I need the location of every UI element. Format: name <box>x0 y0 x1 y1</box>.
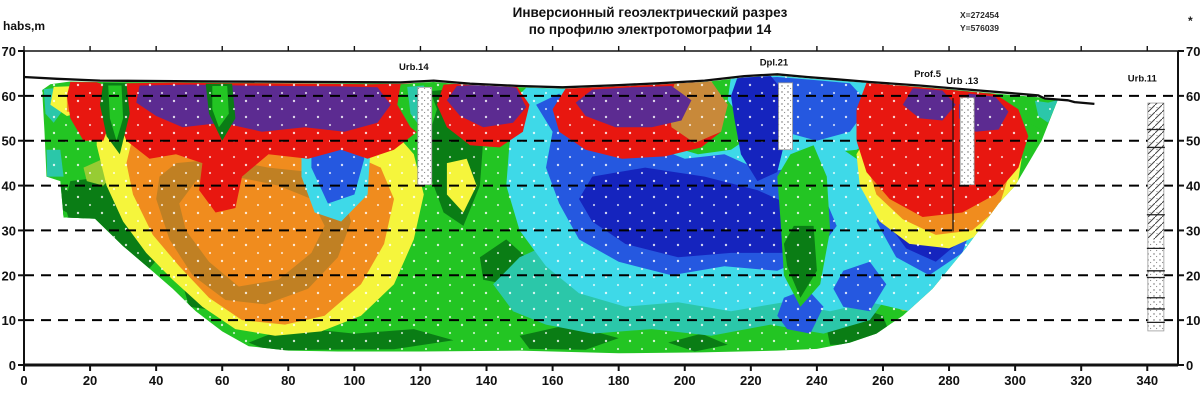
y-axis-label: habs,m <box>3 19 45 33</box>
y-tick-label-right: 60 <box>1186 89 1200 104</box>
borehole-hatch-fill <box>1147 103 1164 240</box>
y-tick-label-right: 50 <box>1186 134 1200 149</box>
borehole-dot-fill <box>778 82 793 150</box>
y-tick-label-left: 70 <box>2 44 16 59</box>
y-tick-label-left: 20 <box>2 268 16 283</box>
x-tick-label: 120 <box>410 373 432 388</box>
profile-line-label: Prof.5 <box>914 69 942 80</box>
y-tick-label-right: 10 <box>1186 313 1200 328</box>
model-dots-overlay <box>42 75 1059 354</box>
x-tick-label: 260 <box>872 373 894 388</box>
x-tick-label: 200 <box>674 373 696 388</box>
x-tick-label: 0 <box>20 373 27 388</box>
y-tick-label-left: 30 <box>2 223 16 238</box>
borehole-dot-fill <box>960 97 975 185</box>
surface-topography-line <box>23 73 1095 106</box>
coordinate-y-annotation: Y=576039 <box>960 23 999 33</box>
y-tick-label-left: 60 <box>2 89 16 104</box>
x-tick-label: 180 <box>608 373 630 388</box>
x-tick-label: 240 <box>806 373 828 388</box>
y-tick-label-right: 40 <box>1186 179 1200 194</box>
x-tick-label: 160 <box>542 373 564 388</box>
x-tick-label: 80 <box>281 373 295 388</box>
chart-title-line1: Инверсионный геоэлектрический разрез <box>513 5 788 20</box>
x-tick-label: 220 <box>740 373 762 388</box>
borehole-dot-fill <box>1147 239 1164 331</box>
x-tick-label: 300 <box>1004 373 1026 388</box>
x-tick-label: 340 <box>1136 373 1158 388</box>
coordinate-x-annotation: X=272454 <box>960 10 999 20</box>
y-tick-label-left: 10 <box>2 313 16 328</box>
chart-title-line2: по профилю электротомографии 14 <box>529 22 772 37</box>
x-tick-label: 60 <box>215 373 229 388</box>
x-tick-label: 100 <box>344 373 366 388</box>
corner-mark: * <box>1188 14 1193 28</box>
x-tick-label: 320 <box>1070 373 1092 388</box>
x-tick-label: 20 <box>83 373 97 388</box>
borehole-label: Urb.11 <box>1128 74 1158 85</box>
y-tick-label-right: 30 <box>1186 223 1200 238</box>
y-tick-label-right: 0 <box>1186 358 1193 373</box>
borehole-label: Urb .13 <box>946 76 978 87</box>
borehole-label: Dpl.21 <box>760 57 789 68</box>
y-tick-label-left: 50 <box>2 134 16 149</box>
plot-area: 0 20 40 60 80 100 120 140 160 180 200 220 240 260 280 3… <box>2 44 1200 388</box>
x-tick-label: 40 <box>149 373 163 388</box>
y-tick-label-left: 40 <box>2 179 16 194</box>
x-tick-label: 140 <box>476 373 498 388</box>
borehole-label: Urb.14 <box>399 62 429 73</box>
x-tick-label: 280 <box>938 373 960 388</box>
y-tick-label-right: 20 <box>1186 268 1200 283</box>
y-tick-label-right: 70 <box>1186 44 1200 59</box>
borehole-dot-fill <box>417 87 432 185</box>
y-tick-label-left: 0 <box>9 358 16 373</box>
